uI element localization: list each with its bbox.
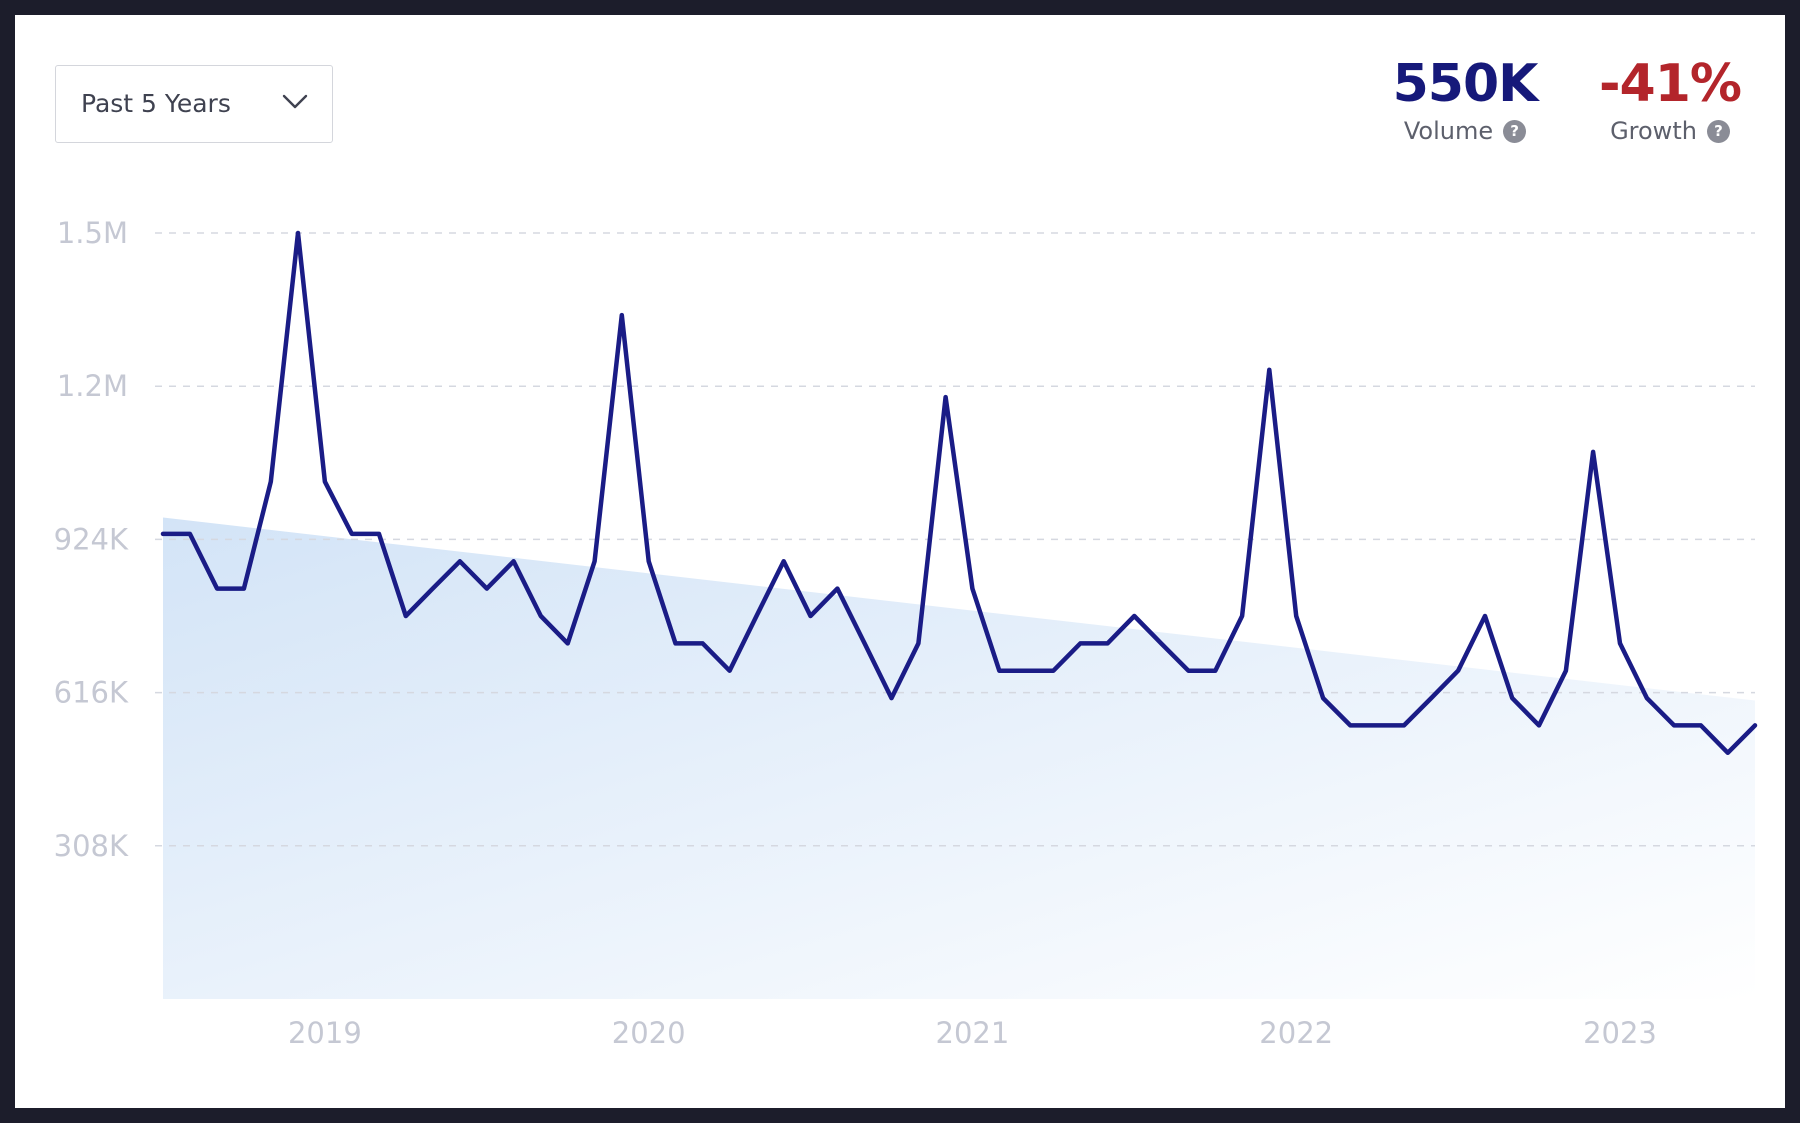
data-point[interactable] (1668, 719, 1680, 731)
data-point[interactable] (562, 637, 574, 649)
data-point[interactable] (966, 583, 978, 595)
data-point[interactable] (1182, 665, 1194, 677)
y-tick-label: 308K (54, 829, 129, 863)
data-point[interactable] (1344, 719, 1356, 731)
data-point[interactable] (1074, 637, 1086, 649)
data-point[interactable] (724, 665, 736, 677)
x-tick-label: 2021 (936, 1016, 1010, 1050)
data-point[interactable] (697, 637, 709, 649)
chevron-down-icon (282, 94, 308, 109)
y-tick-label: 1.2M (57, 369, 128, 403)
volume-help-icon[interactable]: ? (1503, 119, 1527, 143)
data-point[interactable] (535, 610, 547, 622)
data-point[interactable] (1506, 692, 1518, 704)
data-point[interactable] (211, 583, 223, 595)
data-point[interactable] (1749, 719, 1761, 731)
data-point[interactable] (1209, 665, 1221, 677)
data-point[interactable] (885, 692, 897, 704)
data-point[interactable] (1641, 692, 1653, 704)
data-point[interactable] (1479, 610, 1491, 622)
data-point[interactable] (1290, 610, 1302, 622)
data-point[interactable] (454, 555, 466, 567)
volume-label: Volume (1403, 117, 1494, 145)
data-point[interactable] (427, 583, 439, 595)
data-point[interactable] (643, 555, 655, 567)
trend-card: Past 5 Years 550K Volume ? -41% Growth ?… (15, 15, 1785, 1108)
data-point[interactable] (1128, 610, 1140, 622)
series-line (160, 230, 1758, 756)
data-point[interactable] (1317, 692, 1329, 704)
trend-area (163, 517, 1755, 999)
data-point[interactable] (1587, 446, 1599, 458)
data-point[interactable] (1560, 665, 1572, 677)
data-point[interactable] (481, 583, 493, 595)
x-tick-label: 2019 (288, 1016, 362, 1050)
data-point[interactable] (184, 528, 196, 540)
data-point[interactable] (1533, 719, 1545, 731)
data-point[interactable] (1101, 637, 1113, 649)
time-range-dropdown[interactable]: Past 5 Years (55, 65, 333, 143)
volume-stat: 550K Volume ? (1390, 53, 1540, 145)
data-point[interactable] (750, 610, 762, 622)
data-point[interactable] (373, 528, 385, 540)
data-point[interactable] (616, 309, 628, 321)
volume-line-chart: 308K 616K 924K 1.2M 1.5M 2019 2020 2021 2022 2023 (54, 216, 1761, 1050)
data-point[interactable] (993, 665, 1005, 677)
data-point[interactable] (157, 528, 169, 540)
data-point[interactable] (400, 610, 412, 622)
data-point[interactable] (292, 227, 304, 239)
data-point[interactable] (940, 391, 952, 403)
data-point[interactable] (589, 555, 601, 567)
data-point[interactable] (778, 555, 790, 567)
data-point[interactable] (1398, 719, 1410, 731)
data-point[interactable] (1371, 719, 1383, 731)
growth-stat: -41% Growth ? (1590, 53, 1750, 145)
data-point[interactable] (238, 583, 250, 595)
data-point[interactable] (805, 610, 817, 622)
time-range-value: Past 5 Years (81, 89, 231, 118)
x-tick-label: 2020 (612, 1016, 686, 1050)
data-point[interactable] (1722, 747, 1734, 759)
data-point[interactable] (1695, 719, 1707, 731)
data-point[interactable] (319, 476, 331, 488)
data-point[interactable] (1614, 637, 1626, 649)
data-point[interactable] (1047, 665, 1059, 677)
data-point[interactable] (912, 637, 924, 649)
y-tick-label: 616K (54, 676, 129, 710)
data-point[interactable] (1425, 692, 1437, 704)
x-tick-label: 2023 (1583, 1016, 1657, 1050)
data-point[interactable] (1236, 610, 1248, 622)
y-tick-label: 1.5M (57, 216, 128, 250)
data-point[interactable] (265, 476, 277, 488)
data-point[interactable] (1155, 637, 1167, 649)
data-point[interactable] (1021, 665, 1033, 677)
growth-help-icon[interactable]: ? (1706, 119, 1730, 143)
x-tick-label: 2022 (1259, 1016, 1333, 1050)
growth-label: Growth (1610, 117, 1697, 145)
data-point[interactable] (831, 583, 843, 595)
data-point[interactable] (346, 528, 358, 540)
data-point[interactable] (859, 637, 871, 649)
data-point[interactable] (1452, 665, 1464, 677)
data-point[interactable] (1263, 364, 1275, 376)
volume-value: 550K (1392, 54, 1539, 114)
growth-value: -41% (1598, 54, 1742, 114)
data-point[interactable] (508, 555, 520, 567)
y-tick-label: 924K (54, 522, 129, 556)
data-point[interactable] (670, 637, 682, 649)
